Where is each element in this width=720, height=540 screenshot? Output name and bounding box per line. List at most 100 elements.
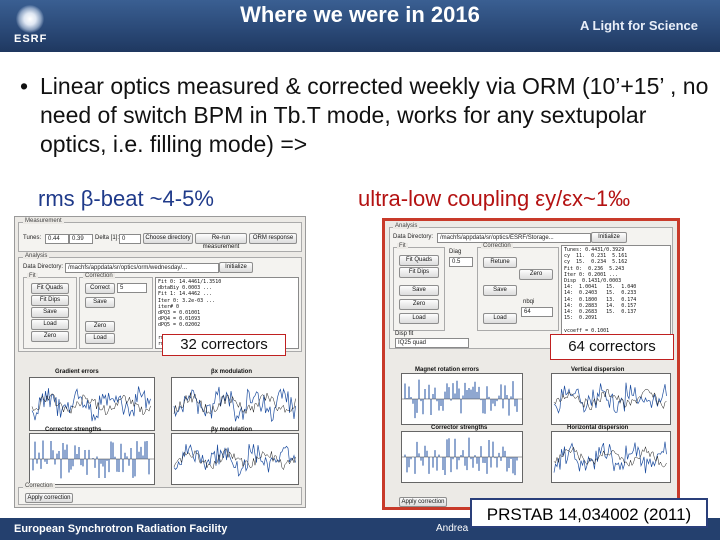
log-line: dPQ5 = 0.02002 [158,322,201,329]
log-line: 14: 0.2403 15. 0.233 [564,290,637,297]
analysis-label: Analysis [393,223,420,229]
tune-h-field[interactable]: 0.44 [45,234,69,244]
apply-correction-button[interactable]: Apply correction [25,493,73,503]
esrf-logo: ESRF [10,3,52,49]
coupling-heading: ultra-low coupling εy/εx~1‰ [358,186,631,211]
log-line: Fit 0: 0.236 5.243 [564,265,625,272]
beta-beat-heading: rms β-beat ~4-5% [38,186,214,211]
choose-directory-button[interactable]: Choose directory [143,233,193,244]
delta-field[interactable]: 0 [119,234,141,244]
plot-title: Horizontal dispersion [567,425,629,431]
right-orm-window: Analysis Data Directory: /machfs/appdata… [382,218,680,510]
tagline: A Light for Science [580,18,698,33]
plot-title: Magnet rotation errors [415,367,480,373]
plot-trace [31,393,151,416]
retune-button[interactable]: Retune [483,257,517,268]
corr-save-button[interactable]: Save [85,297,115,308]
fit-quads-button[interactable]: Fit Quads [399,255,439,266]
institution-name: European Synchrotron Radiation Facility [14,523,228,535]
log-line: 15: 0.2091 [564,315,598,322]
correction-label: Correction [83,273,115,279]
initialize-button[interactable]: Initialize [591,232,627,243]
plot-trace [31,386,151,422]
beta-x-modulation-plot [171,377,299,431]
plot-trace [553,388,667,411]
corrector-strengths-plot [29,433,155,485]
corr-zero-button[interactable]: Zero [85,321,115,332]
fit-dips-button[interactable]: Fit Dips [399,267,439,278]
horizontal-dispersion-plot [551,431,671,483]
log-line: Disp 0.1431/0.0003 [564,278,622,285]
plot-title: Corrector strengths [431,425,488,431]
log-line: dPQ3 = 0.01001 [158,310,201,317]
nbqi-label: nbqi [523,299,535,305]
apply-correction-button[interactable]: Apply correction [399,497,447,507]
correction-label: Correction [481,243,513,249]
plot-trace [173,392,296,415]
analysis-label: Analysis [23,253,50,259]
corr-zero-button[interactable]: Zero [519,269,553,280]
log-line: 14: 0.2883 14. 0.157 [564,302,637,309]
fit-quads-button[interactable]: Fit Quads [31,283,69,294]
measurement-label: Measurement [23,218,64,224]
plot-trace [173,386,296,422]
correct-button[interactable]: Correct [85,283,115,294]
plot-title: Corrector strengths [45,427,102,433]
tunes-label: Tunes: [23,235,42,241]
data-directory-label: Data Directory: [393,234,434,240]
tune-v-field[interactable]: 0.39 [69,234,93,244]
diag-label: Diag [449,249,462,255]
plot-trace [173,448,296,471]
orm-response-button[interactable]: ORM response [249,233,297,244]
correction-frame [18,487,302,505]
left-correctors-callout: 32 correctors [162,334,286,356]
corr-save-button[interactable]: Save [483,285,517,296]
data-directory-field[interactable]: /machfs/appdata/sr/optics/ESRF/Storage..… [437,233,591,243]
logo-text: ESRF [14,33,48,45]
log-line: cy 11. 0.231 5.161 [564,253,628,260]
plot-trace [173,444,296,477]
fit-load-button[interactable]: Load [31,319,69,330]
plot-title: Gradient errors [55,369,99,375]
delta-label: Delta [1]: [95,235,120,241]
log-line: cy 15. 0.234 5.162 [564,259,628,266]
fit-zero-button[interactable]: Zero [399,299,439,310]
log-line: iter# 0 [158,303,180,310]
data-directory-field[interactable]: /machfs/appdata/sr/optics/orm/wednesday/… [65,263,219,273]
diag-field[interactable]: 0.5 [449,257,473,267]
log-line: Iter 0: 0.2001 ... [564,271,619,278]
plot-title: Vertical dispersion [571,367,625,373]
rerun-measurement-button[interactable]: Re-run measurement [195,233,247,250]
fit-output-log: Tunes: 0.4431/0.3929 cy 11. 0.231 5.161 cy… [561,245,671,347]
fit-load-button[interactable]: Load [399,313,439,324]
initialize-button[interactable]: Initialize [219,262,253,273]
disp-fit-label: Disp fit [395,331,414,337]
corr-load-button[interactable]: Load [483,313,517,324]
log-line: Fit 0: 14.4461/1.3510 [158,279,222,285]
right-correctors-callout: 64 correctors [550,334,674,360]
plot-title: βx modulation [211,369,252,375]
data-directory-label: Data Directory: [23,264,64,270]
fit-save-button[interactable]: Save [31,307,69,318]
correction-field[interactable]: 5 [117,283,147,293]
bullet-text: Linear optics measured & corrected weekl… [40,73,709,157]
disp-fit-select[interactable]: IQ25 quad [395,338,469,348]
correction-frame-label: Correction [23,483,55,489]
plot-trace [553,441,667,474]
plot-trace [553,445,667,468]
fit-dips-button[interactable]: Fit Dips [31,295,69,306]
slide-title: Where we were in 2016 [240,2,480,27]
log-line: dPQ4 = 0.01093 [158,316,201,323]
corr-load-button[interactable]: Load [85,333,115,344]
vertical-dispersion-plot [551,373,671,425]
fit-zero-button[interactable]: Zero [31,331,69,342]
fit-save-button[interactable]: Save [399,285,439,296]
fit-label: Fit [27,273,38,279]
bullet-icon: • [20,73,29,99]
bullet-point: • Linear optics measured & corrected wee… [20,72,710,159]
logo-sun-icon [16,5,44,33]
nbqi-field[interactable]: 64 [521,307,553,317]
author-name: Andrea [436,523,469,534]
gradient-errors-plot [29,377,155,431]
beta-y-modulation-plot [171,433,299,485]
